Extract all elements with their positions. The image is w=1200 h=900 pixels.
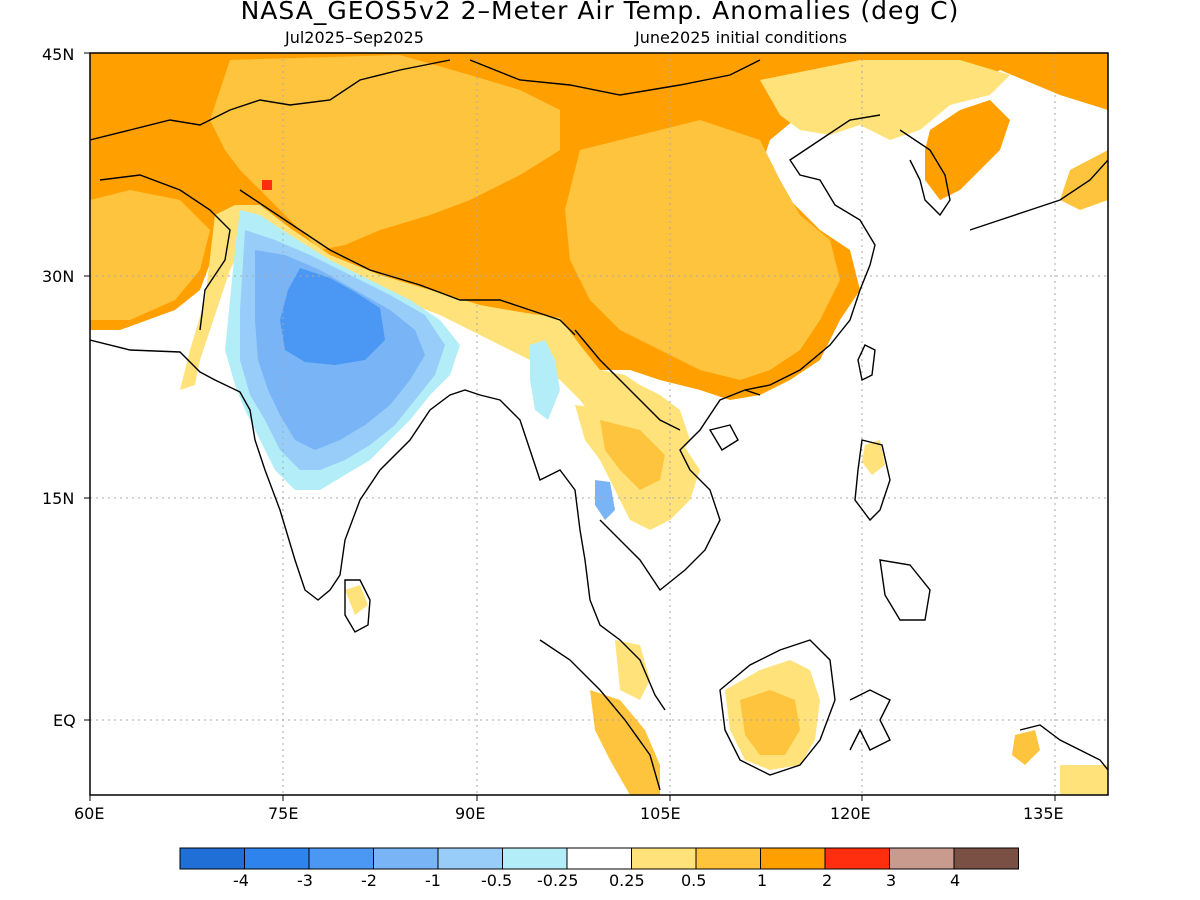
colorbar-swatch	[566, 847, 632, 870]
colorbar-label: 4	[950, 871, 961, 890]
coastline-bay-of-bengal-east	[479, 394, 666, 711]
anomaly-region-yellow-sulawesi	[1012, 730, 1040, 765]
coastline-japan	[969, 159, 1108, 231]
coastline-sulawesi	[849, 689, 891, 751]
lat-label-30n: 30N	[42, 267, 75, 286]
colorbar-label: -0.25	[537, 871, 579, 890]
anomaly-region-orange-sumatra	[590, 690, 660, 795]
coastline-india	[90, 339, 481, 601]
border-himalaya	[239, 189, 576, 336]
colorbar-swatch	[695, 847, 761, 870]
colorbar-label: -3	[297, 871, 313, 890]
border-central-asia	[90, 59, 451, 141]
colorbar-swatch	[437, 847, 503, 870]
anomaly-hotspot-red	[262, 180, 272, 190]
anomaly-region-yellow-luzon	[862, 440, 885, 475]
map-frame	[89, 52, 1109, 796]
border-china-mongolia	[469, 59, 761, 96]
colorbar-swatch	[889, 847, 955, 870]
border-pakistan	[99, 174, 231, 331]
colorbar-swatch	[308, 847, 374, 870]
coastlines	[90, 59, 1108, 791]
colorbar-label: -1	[425, 871, 441, 890]
lon-label-75e: 75E	[268, 804, 299, 823]
forecast-period: Jul2025–Sep2025	[285, 28, 424, 47]
anomaly-region-yellow-srilanka	[345, 585, 368, 615]
anomaly-region-yellow-mongolia	[760, 60, 1010, 140]
coastline-south-china	[744, 114, 881, 391]
coastline-luzon	[854, 439, 891, 522]
lon-label-120e: 120E	[830, 804, 871, 823]
coastline-korea	[899, 129, 951, 217]
colorbar	[179, 847, 1019, 870]
anomaly-region-lightorange-indochina	[600, 420, 665, 490]
colorbar-swatch	[760, 847, 826, 870]
lat-label-45n: 45N	[42, 45, 75, 64]
colorbar-label: -4	[233, 871, 249, 890]
lon-label-135e: 135E	[1023, 804, 1064, 823]
axis-ticks	[84, 52, 1056, 801]
anomaly-region-light-orange-east	[565, 120, 840, 380]
colorbar-swatch	[953, 847, 1019, 870]
colorbar-swatch	[179, 847, 245, 870]
initial-conditions: June2025 initial conditions	[635, 28, 848, 47]
anomaly-region-mid-blue-india	[280, 268, 385, 365]
anomaly-region-light-orange-borneo	[740, 690, 800, 755]
lon-label-60e: 60E	[74, 804, 105, 823]
lon-label-90e: 90E	[455, 804, 486, 823]
coastline-indochina	[599, 389, 761, 592]
lat-label-15n: 15N	[42, 489, 75, 508]
coastline-hainan	[708, 424, 739, 451]
anomaly-shading	[90, 53, 1108, 795]
anomaly-region-yellow-new-guinea	[1060, 765, 1108, 795]
coastline-sumatra	[539, 639, 661, 791]
coastline-new-guinea	[1019, 724, 1108, 771]
colorbar-label: 0.5	[681, 871, 707, 890]
coastline-taiwan	[857, 344, 876, 382]
anomaly-region-orange-korea	[925, 100, 1010, 200]
graticule	[90, 53, 1108, 795]
colorbar-label: 1	[757, 871, 768, 890]
map-title: NASA_GEOS5v2 2–Meter Air Temp. Anomalies…	[240, 0, 960, 25]
lat-label-eq: EQ	[53, 711, 76, 730]
anomaly-region-yellow-malaya	[615, 640, 650, 700]
anomaly-region-orange-japan	[1060, 150, 1108, 210]
colorbar-label: 2	[822, 871, 833, 890]
coastline-srilanka	[344, 579, 371, 633]
anomaly-region-pale-blue-myanmar	[530, 340, 560, 420]
colorbar-swatch	[631, 847, 697, 870]
colorbar-label: -0.5	[481, 871, 513, 890]
colorbar-swatch	[244, 847, 310, 870]
anomaly-region-light-blue-thailand	[595, 480, 615, 520]
colorbar-swatch	[373, 847, 439, 870]
colorbar-label: -2	[361, 871, 377, 890]
colorbar-label: 0.25	[609, 871, 645, 890]
colorbar-swatch	[502, 847, 568, 870]
coastline-mindanao	[879, 559, 931, 621]
anomaly-region-light-orange-west	[90, 190, 210, 320]
border-indochina	[574, 329, 681, 431]
colorbar-label: 3	[886, 871, 897, 890]
colorbar-swatch	[824, 847, 890, 870]
lon-label-105e: 105E	[640, 804, 681, 823]
coastline-borneo	[719, 639, 836, 776]
